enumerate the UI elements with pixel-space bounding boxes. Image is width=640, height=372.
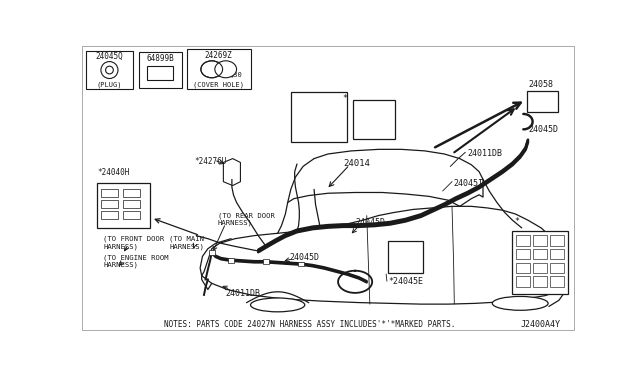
Text: 24011DB: 24011DB — [226, 289, 260, 298]
Text: *: * — [342, 94, 347, 103]
Bar — [532, 249, 547, 260]
Bar — [550, 276, 564, 287]
Text: 24045D: 24045D — [289, 253, 319, 262]
Bar — [101, 211, 118, 219]
Text: (TO MAIN
HARNESS): (TO MAIN HARNESS) — [169, 235, 204, 250]
Ellipse shape — [250, 298, 305, 312]
Bar — [101, 189, 118, 197]
Text: 24045Q: 24045Q — [95, 52, 124, 61]
Bar — [550, 235, 564, 246]
Text: 24045I: 24045I — [454, 179, 484, 188]
Text: J2400A4Y: J2400A4Y — [520, 320, 561, 328]
Text: 24269Z: 24269Z — [205, 51, 232, 60]
Bar — [516, 235, 529, 246]
Bar — [353, 100, 396, 139]
Ellipse shape — [215, 61, 237, 78]
Text: 24011DB: 24011DB — [467, 148, 502, 158]
Text: φ30: φ30 — [230, 71, 243, 78]
Text: 24014: 24014 — [344, 158, 371, 168]
Text: (PLUG): (PLUG) — [97, 81, 122, 88]
Bar — [123, 200, 140, 208]
Bar — [550, 249, 564, 260]
Bar — [209, 250, 215, 255]
Bar — [291, 92, 347, 142]
Bar — [263, 260, 269, 264]
Bar — [513, 231, 568, 294]
Text: (TO FRONT DOOR
HARNESS): (TO FRONT DOOR HARNESS) — [103, 235, 164, 250]
Text: *: * — [514, 217, 519, 226]
Text: (TO ENGINE ROOM
HARNESS): (TO ENGINE ROOM HARNESS) — [103, 254, 169, 268]
Ellipse shape — [201, 61, 223, 78]
Bar — [516, 263, 529, 273]
Text: (TO REAR DOOR
HARNESS): (TO REAR DOOR HARNESS) — [218, 212, 275, 227]
Text: *24040H: *24040H — [97, 168, 129, 177]
Bar — [527, 91, 558, 112]
Bar — [139, 52, 182, 88]
Bar — [532, 276, 547, 287]
Bar — [123, 211, 140, 219]
Bar — [97, 183, 150, 228]
Text: 24045D: 24045D — [355, 218, 385, 227]
Bar — [516, 249, 529, 260]
Text: NOTES: PARTS CODE 24027N HARNESS ASSY INCLUDES'*'*MARKED PARTS.: NOTES: PARTS CODE 24027N HARNESS ASSY IN… — [164, 320, 455, 328]
Bar — [228, 258, 234, 263]
Bar — [86, 51, 132, 89]
Bar — [101, 200, 118, 208]
Text: *24045E: *24045E — [388, 277, 424, 286]
Bar — [516, 276, 529, 287]
Bar — [532, 263, 547, 273]
Text: (COVER HOLE): (COVER HOLE) — [193, 81, 244, 88]
Text: 24058: 24058 — [529, 80, 554, 89]
Bar — [147, 66, 173, 80]
Ellipse shape — [492, 296, 548, 310]
Bar — [532, 235, 547, 246]
Bar — [298, 262, 304, 266]
Bar — [388, 241, 423, 273]
Text: 24045D: 24045D — [529, 125, 559, 135]
Text: 64899B: 64899B — [147, 54, 174, 63]
Bar — [550, 263, 564, 273]
Bar — [187, 49, 250, 89]
Text: *24276U: *24276U — [194, 157, 227, 166]
Bar — [123, 189, 140, 197]
